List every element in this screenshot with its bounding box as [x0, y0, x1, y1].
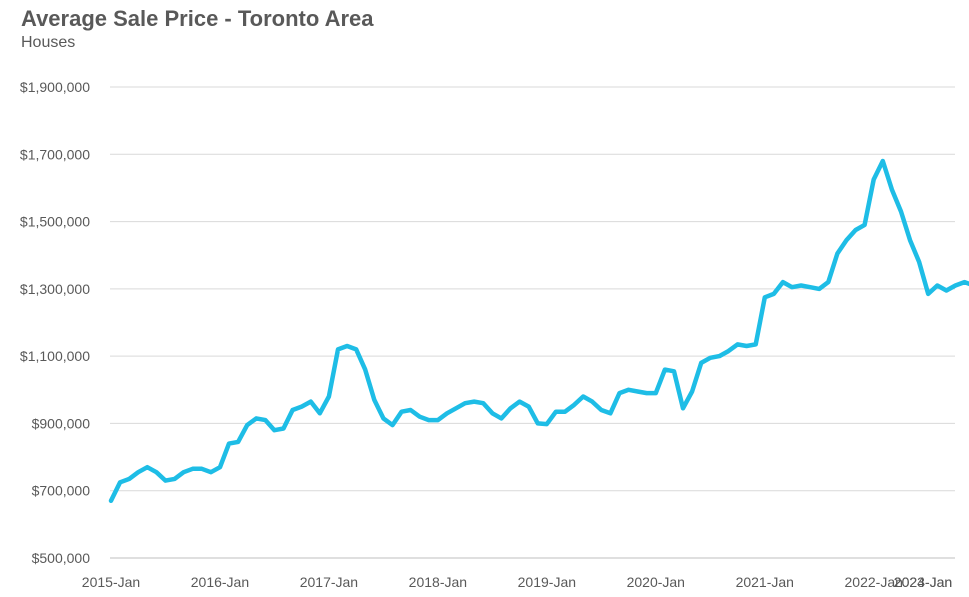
x-tick-label: 2024-Jan [894, 574, 952, 590]
x-tick-label: 2018-Jan [409, 574, 467, 590]
y-tick-label: $1,500,000 [20, 214, 90, 230]
x-tick-label: 2015-Jan [82, 574, 140, 590]
chart-title: Average Sale Price - Toronto Area [21, 6, 374, 31]
y-tick-label: $1,300,000 [20, 281, 90, 297]
x-tick-label: 2017-Jan [300, 574, 358, 590]
series-layer [108, 158, 969, 504]
series-line [108, 158, 969, 504]
chart-subtitle: Houses [21, 34, 76, 51]
x-tick-label: 2022-Jan [845, 574, 903, 590]
y-tick-label: $500,000 [32, 550, 91, 566]
y-tick-label: $700,000 [32, 483, 91, 499]
y-tick-label: $1,700,000 [20, 146, 90, 162]
x-axis-tick-labels: 2015-Jan 2016-Jan 2017-Jan 2018-Jan 2019-Jan… [82, 574, 952, 590]
y-tick-label: $900,000 [32, 415, 91, 431]
y-tick-label: $1,100,000 [20, 348, 90, 364]
x-tick-label: 2023-Jan [894, 574, 952, 590]
x-tick-label: 2016-Jan [191, 574, 249, 590]
x-tick-label: 2019-Jan [518, 574, 576, 590]
x-tick-label: 2021-Jan [736, 574, 794, 590]
gridlines [110, 86, 955, 492]
y-tick-label: $1,900,000 [20, 79, 90, 95]
y-axis-tick-labels: $500,000 $700,000 $900,000 $1,100,000 $1,300… [20, 79, 90, 566]
x-tick-label: 2020-Jan [627, 574, 685, 590]
